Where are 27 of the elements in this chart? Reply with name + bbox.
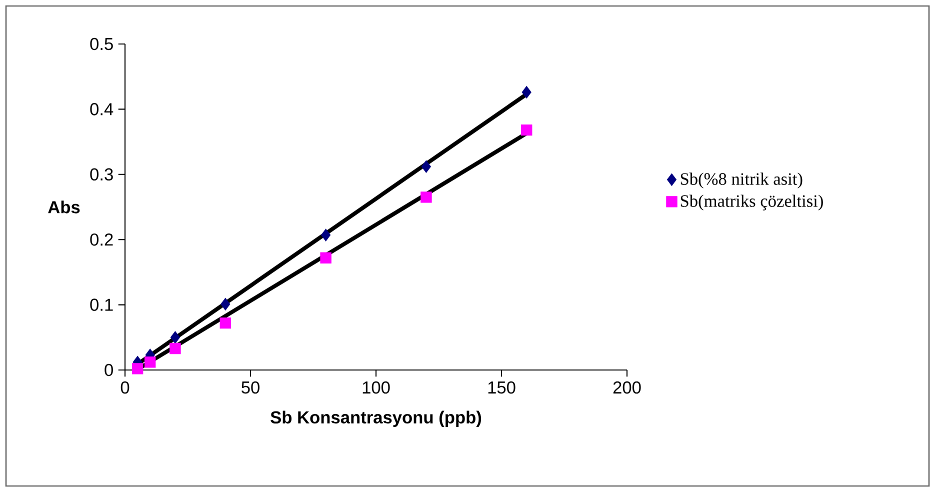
x-tick-label: 0 <box>120 381 130 394</box>
point <box>522 86 532 99</box>
x-tick-label: 150 <box>488 381 516 394</box>
point <box>321 228 331 242</box>
point <box>220 298 230 310</box>
point <box>144 356 156 368</box>
point <box>420 192 432 203</box>
y-tick-label: 0.1 <box>90 298 113 311</box>
x-tick-label: 200 <box>613 381 641 394</box>
y-tick-label: 0.5 <box>90 38 113 50</box>
point <box>220 317 232 329</box>
y-axis-title: Abs <box>48 200 80 214</box>
x-tick-label: 100 <box>362 381 390 394</box>
y-tick-label: 0.4 <box>90 103 114 116</box>
point <box>521 124 532 136</box>
y-tick-label: 0 <box>104 364 113 376</box>
legend-label: Sb(%8 nitrik asit) <box>680 172 802 188</box>
point <box>132 363 144 374</box>
point <box>320 252 332 264</box>
point <box>421 160 431 173</box>
point <box>170 342 181 354</box>
x-axis-title: Sb Konsantrasyonu (ppb) <box>270 410 482 427</box>
y-tick-label: 0.2 <box>90 233 113 246</box>
y-tick-label: 0.3 <box>90 168 113 181</box>
point <box>170 331 180 344</box>
x-tick-label: 50 <box>242 381 260 394</box>
legend-label: Sb(matriks çözeltisi) <box>680 194 823 210</box>
